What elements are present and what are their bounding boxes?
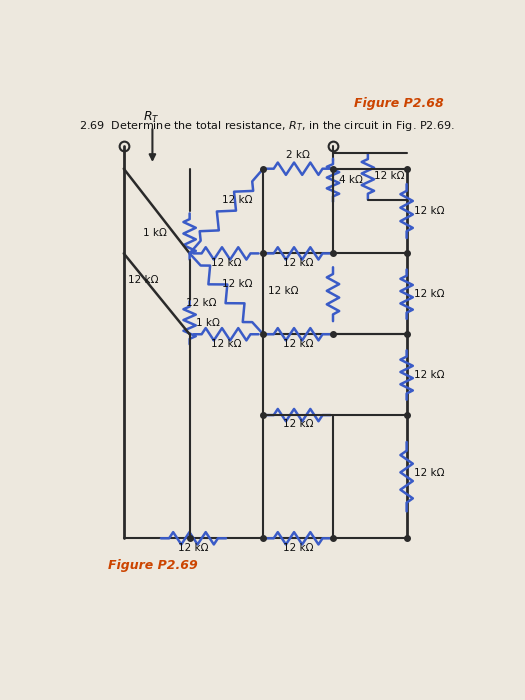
- Text: 12 kΩ: 12 kΩ: [268, 286, 298, 296]
- Text: 12 kΩ: 12 kΩ: [414, 206, 445, 216]
- Text: $R_T$: $R_T$: [143, 110, 160, 125]
- Text: 12 kΩ: 12 kΩ: [414, 370, 445, 380]
- Text: Figure P2.68: Figure P2.68: [354, 97, 444, 110]
- Text: 2.69  Determine the total resistance, $R_T$, in the circuit in Fig. P2.69.: 2.69 Determine the total resistance, $R_…: [79, 119, 455, 133]
- Text: 12 kΩ: 12 kΩ: [211, 339, 242, 349]
- Text: 12 kΩ: 12 kΩ: [374, 172, 405, 181]
- Text: 12 kΩ: 12 kΩ: [178, 542, 209, 552]
- Text: 12 kΩ: 12 kΩ: [223, 195, 253, 205]
- Text: 1 kΩ: 1 kΩ: [196, 318, 219, 328]
- Text: 12 kΩ: 12 kΩ: [414, 289, 445, 299]
- Text: Figure P2.69: Figure P2.69: [108, 559, 198, 572]
- Text: 4 kΩ: 4 kΩ: [339, 175, 363, 186]
- Text: 12 kΩ: 12 kΩ: [223, 279, 253, 288]
- Text: 12 kΩ: 12 kΩ: [283, 339, 313, 349]
- Text: 1 kΩ: 1 kΩ: [143, 228, 167, 239]
- Text: 12 kΩ: 12 kΩ: [283, 258, 313, 267]
- Text: 12 kΩ: 12 kΩ: [211, 258, 242, 267]
- Text: 2 kΩ: 2 kΩ: [286, 150, 310, 160]
- Text: 12 kΩ: 12 kΩ: [186, 298, 216, 308]
- Text: 12 kΩ: 12 kΩ: [128, 274, 158, 285]
- Text: 12 kΩ: 12 kΩ: [414, 468, 445, 478]
- Text: 12 kΩ: 12 kΩ: [283, 542, 313, 552]
- Text: 12 kΩ: 12 kΩ: [283, 419, 313, 429]
